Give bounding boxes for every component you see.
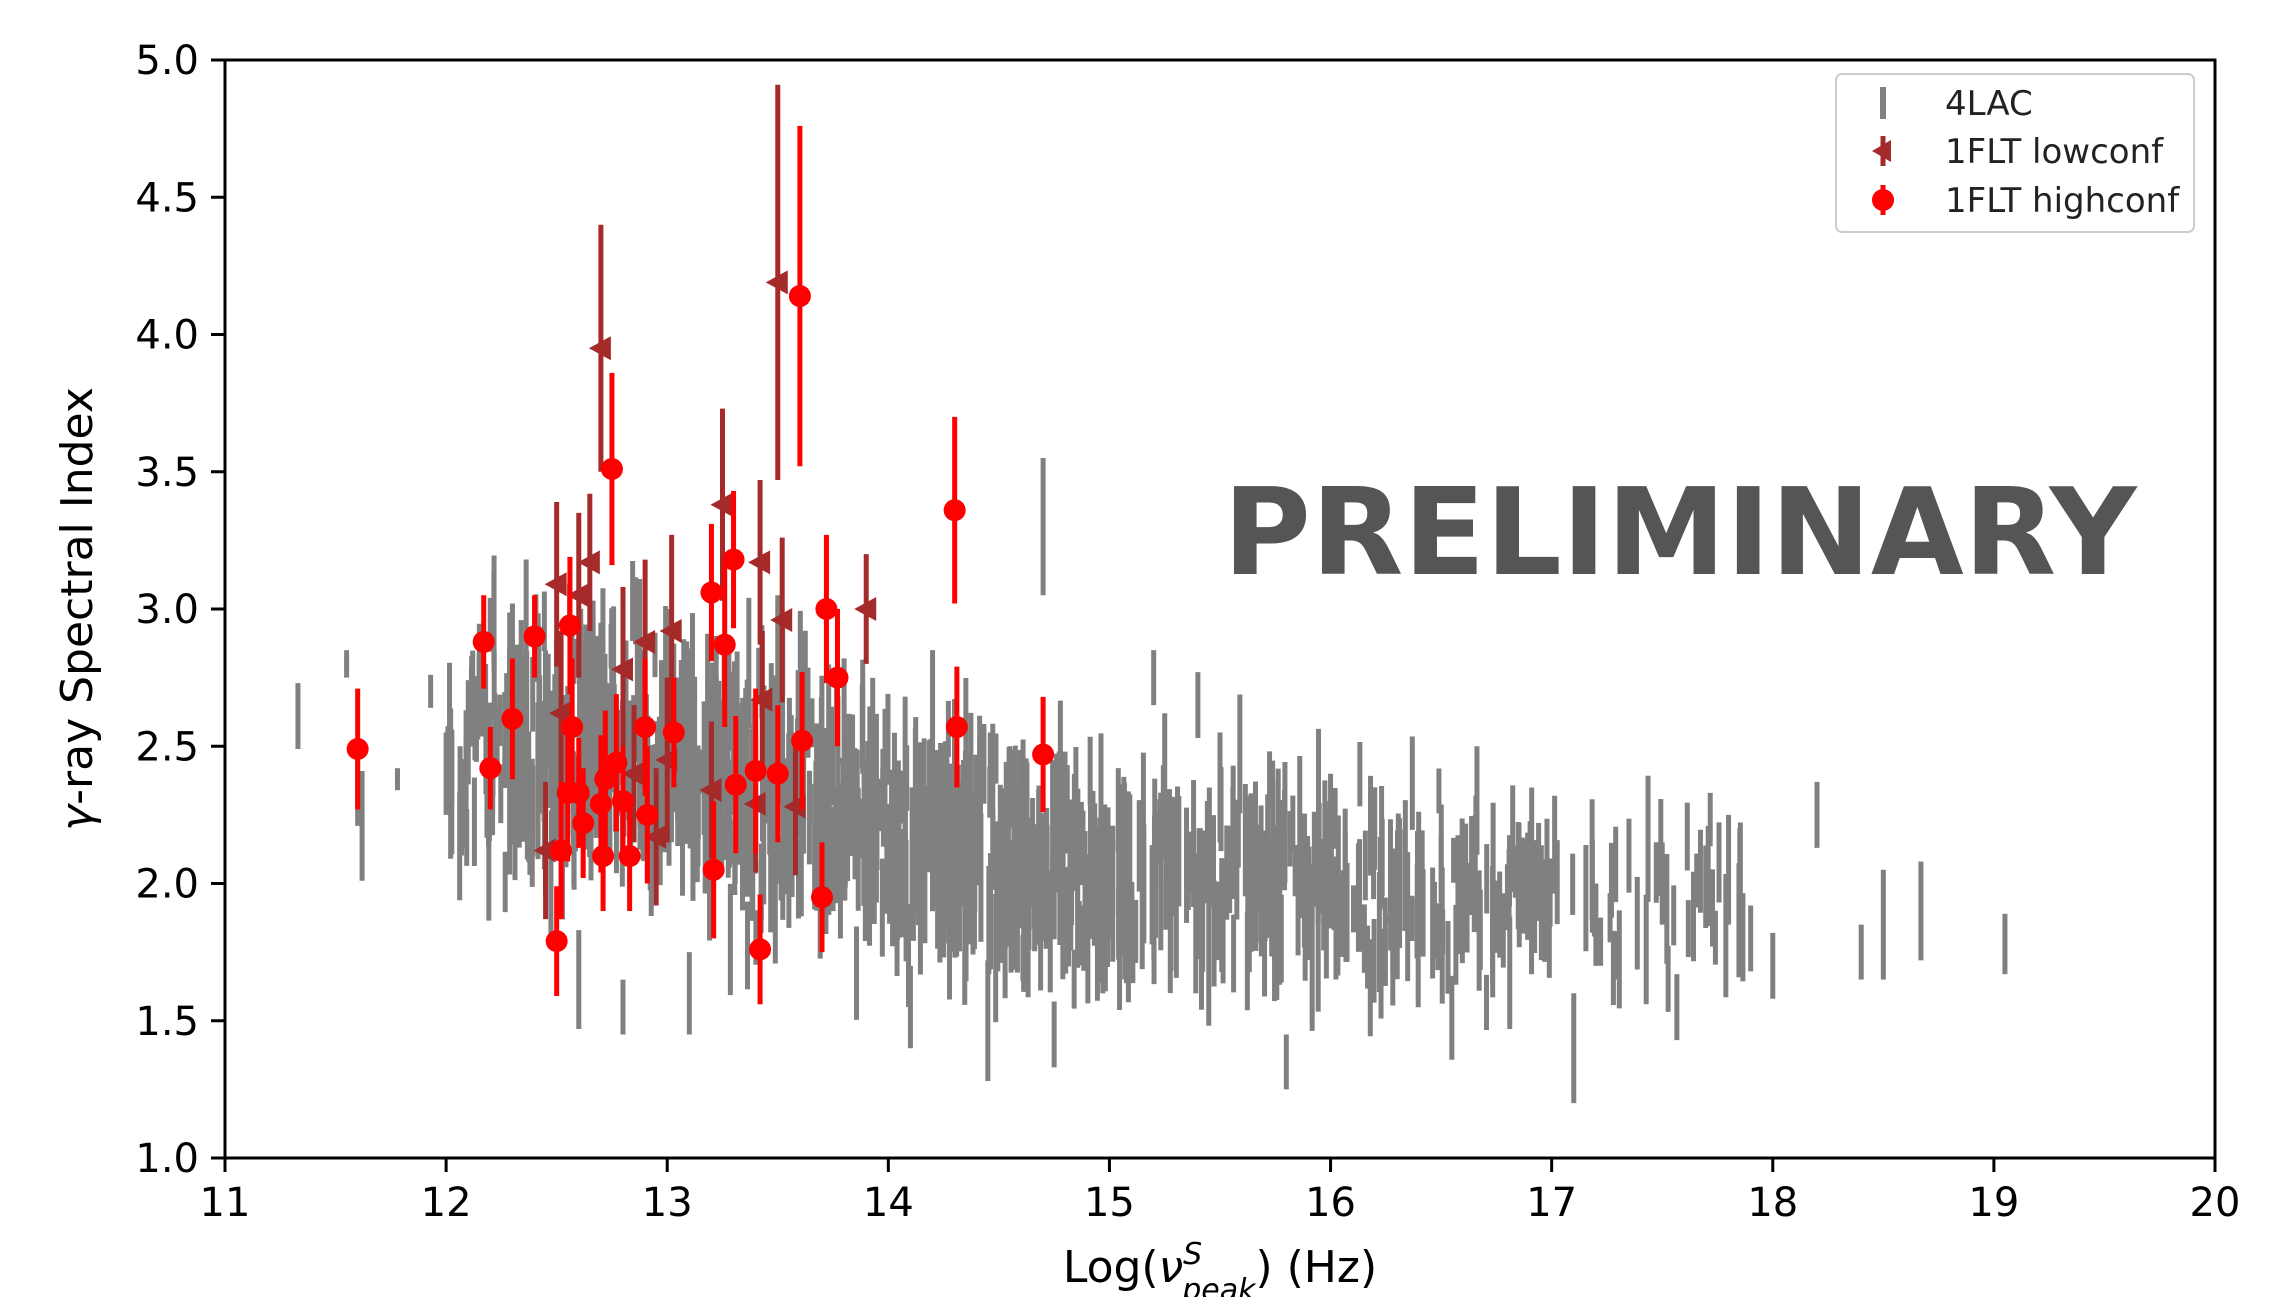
y-tick-label: 2.5 — [135, 724, 199, 770]
series-1flt-highconf — [346, 125, 1055, 1005]
highconf-point — [636, 746, 659, 884]
highconf-point — [472, 595, 495, 689]
highconf-point — [523, 595, 546, 678]
legend-box — [1835, 73, 2195, 233]
highconf-point — [749, 894, 772, 1005]
lowconf-point — [611, 587, 633, 752]
y-tick-label: 1.0 — [135, 1136, 199, 1182]
lowconf-point — [588, 224, 611, 472]
highconf-point — [826, 609, 849, 747]
highconf-point — [662, 677, 685, 788]
highconf-point — [724, 716, 747, 854]
x-tick-label: 17 — [1526, 1180, 1577, 1226]
y-tick-label: 4.0 — [135, 313, 199, 359]
legend-item-4lac: 4LAC — [1880, 84, 2033, 124]
highconf-point — [791, 672, 814, 810]
highconf-point — [572, 768, 595, 879]
lowconf-point — [854, 554, 877, 664]
highconf-point — [788, 125, 811, 467]
lowconf-point — [577, 493, 600, 631]
lowconf-point — [533, 781, 556, 920]
x-tick-label: 13 — [642, 1180, 693, 1226]
svg-text:4LAC: 4LAC — [1945, 84, 2033, 124]
y-tick-label: 2.0 — [135, 862, 199, 908]
highconf-point — [945, 666, 968, 788]
y-tick-label: 5.0 — [135, 38, 199, 84]
highconf-point — [501, 658, 524, 780]
highconf-point — [561, 658, 584, 796]
x-axis-label: Log(νS peak) (Hz) — [1063, 1237, 1377, 1297]
lowconf-point — [750, 630, 773, 769]
highconf-point — [811, 842, 833, 953]
highconf-point — [600, 372, 623, 566]
x-tick-label: 12 — [421, 1180, 472, 1226]
lowconf-point — [765, 84, 788, 480]
highconf-point — [815, 534, 838, 684]
highconf-point — [700, 523, 723, 662]
svg-text:1FLT lowconf: 1FLT lowconf — [1945, 132, 2164, 172]
highconf-point — [346, 688, 369, 810]
lowconf-point — [566, 512, 589, 678]
lowconf-point — [644, 768, 667, 906]
legend: 4LAC 1FLT lowconf 1FLT highconf — [1835, 73, 2195, 233]
highconf-point — [1032, 696, 1055, 813]
lowconf-point — [544, 501, 567, 667]
lowconf-point — [622, 705, 645, 843]
y-tick-label: 4.5 — [135, 175, 199, 221]
legend-item-highconf: 1FLT highconf — [1872, 181, 2180, 221]
highconf-point — [766, 705, 789, 843]
lowconf-point — [770, 537, 793, 703]
highconf-point — [722, 490, 745, 629]
highconf-point — [479, 727, 502, 810]
highconf-point — [943, 416, 966, 604]
preliminary-annotation: PRELIMINARY — [1223, 464, 2139, 603]
y-tick-label: 1.5 — [135, 999, 199, 1045]
y-axis-label: γ-ray Spectral Index — [52, 387, 103, 831]
x-tick-label: 19 — [1968, 1180, 2019, 1226]
highconf-point — [618, 801, 641, 911]
lowconf-point — [748, 479, 771, 645]
highconf-point — [594, 710, 617, 848]
highconf-point — [545, 886, 568, 997]
legend-item-lowconf: 1FLT lowconf — [1872, 132, 2164, 172]
x-tick-label: 15 — [1084, 1180, 1135, 1226]
x-axis: 11 12 13 14 15 16 17 18 19 20 — [200, 1158, 2241, 1226]
y-tick-label: 3.0 — [135, 587, 199, 633]
x-tick-label: 18 — [1747, 1180, 1798, 1226]
x-tick-label: 11 — [200, 1180, 251, 1226]
y-axis: 1.0 1.5 2.0 2.5 3.0 3.5 4.0 4.5 5.0 — [135, 38, 225, 1182]
highconf-point — [713, 562, 736, 728]
highconf-point — [744, 688, 767, 854]
x-tick-label: 20 — [2190, 1180, 2241, 1226]
svg-text:1FLT highconf: 1FLT highconf — [1945, 181, 2180, 221]
highconf-point — [702, 801, 725, 939]
x-tick-label: 16 — [1305, 1180, 1356, 1226]
x-tick-label: 14 — [863, 1180, 914, 1226]
y-tick-label: 3.5 — [135, 450, 199, 496]
